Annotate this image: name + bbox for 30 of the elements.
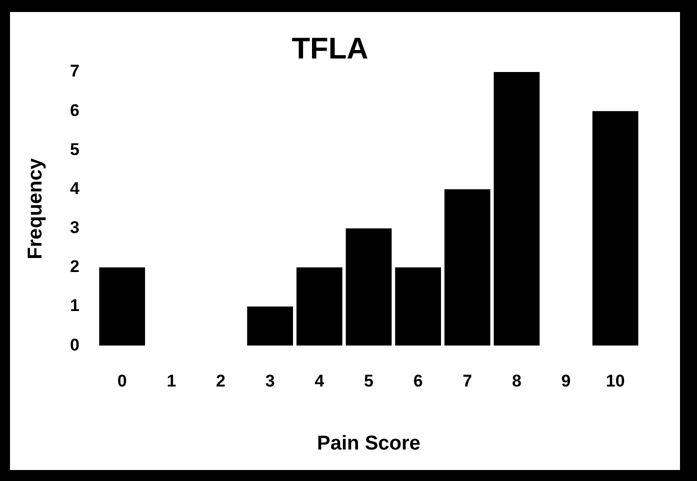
- bar: [395, 267, 441, 346]
- y-tick-label: 2: [70, 257, 80, 276]
- y-tick-label: 1: [70, 296, 80, 316]
- x-tick-label: 1: [166, 371, 176, 390]
- x-tick-label: 9: [561, 371, 571, 390]
- x-tick-label: 3: [265, 371, 275, 390]
- x-tick-label: 6: [413, 371, 423, 390]
- y-axis-title: Frequency: [24, 157, 47, 260]
- y-tick-label: 7: [70, 62, 80, 81]
- bar: [99, 267, 146, 346]
- y-tick-label: 3: [70, 218, 80, 238]
- x-tick-label: 2: [216, 371, 226, 390]
- y-tick-label: 0: [70, 335, 80, 354]
- bar: [592, 111, 638, 346]
- x-tick-label: 10: [606, 371, 625, 390]
- y-tick-label: 4: [70, 178, 80, 198]
- bar: [494, 72, 540, 346]
- y-tick-label: 6: [70, 100, 80, 120]
- x-tick-label: 0: [117, 371, 127, 390]
- x-tick-label: 5: [364, 371, 374, 390]
- x-tick-label: 7: [462, 371, 472, 390]
- bar: [296, 267, 342, 346]
- x-tick-label: 8: [512, 371, 522, 390]
- y-tick-label: 5: [70, 140, 80, 159]
- bar: [346, 228, 392, 346]
- x-tick-label: 4: [314, 371, 325, 390]
- chart-title: TFLA: [292, 32, 368, 66]
- bar: [444, 189, 490, 346]
- bar: [247, 306, 294, 346]
- x-axis-title: Pain Score: [317, 432, 420, 455]
